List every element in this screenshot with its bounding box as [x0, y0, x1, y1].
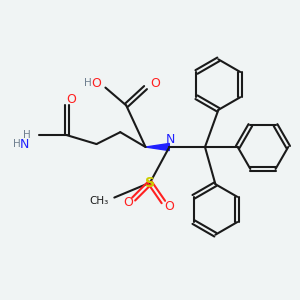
Text: O: O — [91, 76, 101, 90]
Text: O: O — [150, 76, 160, 90]
Polygon shape — [146, 143, 169, 151]
Text: O: O — [164, 200, 174, 213]
Text: O: O — [123, 196, 133, 208]
Text: N: N — [166, 133, 176, 146]
Text: O: O — [66, 93, 76, 106]
Text: H: H — [13, 139, 21, 149]
Text: H: H — [23, 130, 31, 140]
Text: CH₃: CH₃ — [89, 196, 108, 206]
Text: N: N — [20, 138, 30, 151]
Text: S: S — [145, 176, 155, 190]
Text: H: H — [84, 78, 92, 88]
